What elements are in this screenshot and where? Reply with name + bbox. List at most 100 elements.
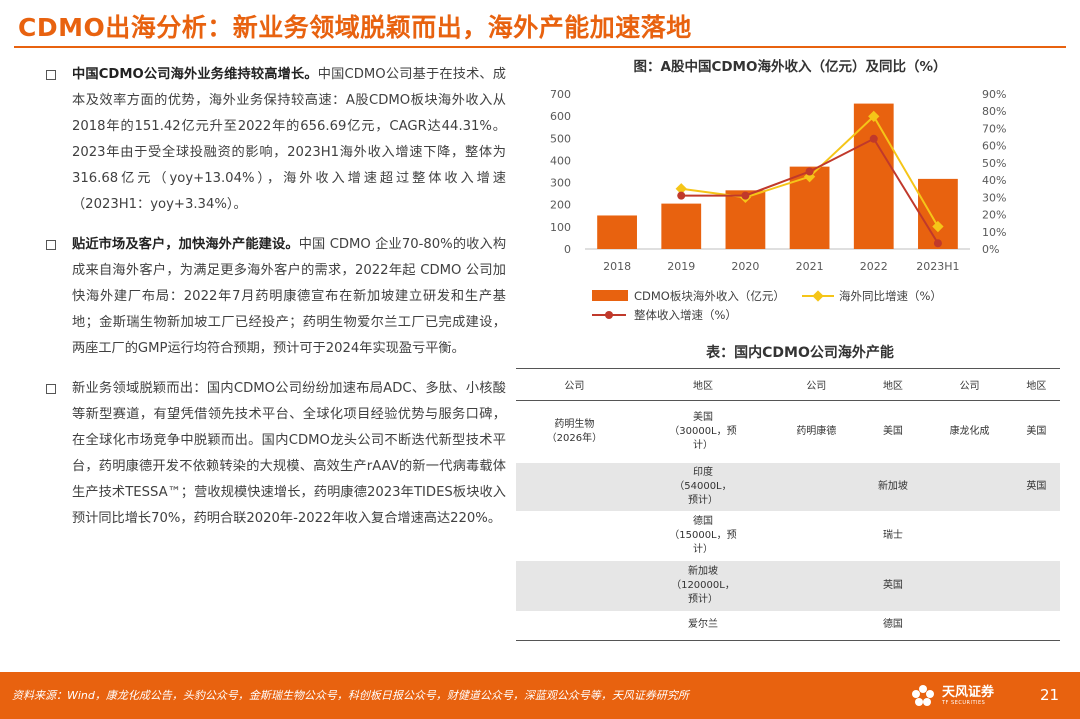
page-number: 21 [1040,686,1060,704]
table-cell: 新加坡 （120000L， 预计） [632,560,774,611]
legend-red-marker [605,311,613,319]
table-cell [773,560,860,611]
title-divider [14,46,1066,48]
logo-text-en: TF SECURITIES [942,700,986,706]
x-tick-label: 2023H1 [916,260,959,273]
column-header: 公司 [516,368,633,401]
table-header-row: 公司 地区 公司 地区 公司 地区 [516,368,1060,401]
bullet-text: 新业务领域脱颖而出：国内CDMO公司纷纷加速布局ADC、多肽、小核酸等新型赛道，… [72,381,506,526]
column-header: 地区 [632,368,774,401]
column-header: 公司 [926,368,1013,401]
table-cell: 瑞士 [882,529,903,541]
square-bullet-icon [46,70,56,80]
page-title: CDMO出海分析：新业务领域脱颖而出，海外产能加速落地 [18,13,692,42]
table-cell [1012,610,1060,641]
column-header: 地区 [1012,368,1060,401]
bullet-item: 中国CDMO公司海外业务维持较高增长。中国CDMO公司基于在技术、成本及效率方面… [40,62,506,218]
point-total-growth [741,191,750,200]
table-cell: 美国 （30000L，预 计） [669,411,737,451]
table-row: 德国 （15000L，预 计） 瑞士 [516,511,1060,561]
y-right-tick-label: 40% [982,174,1006,187]
table-cell: 药明康德 [796,425,837,437]
table-row: 药明生物 （2026年） 美国 （30000L，预 计） 药明康德 美国 康龙化成 美国 [516,401,1060,463]
table-cell: 新加坡 [859,462,927,511]
x-tick-label: 2020 [731,260,759,273]
revenue-growth-chart: 0 100 200 300 400 500 600 700 0% 10% 20% 30% 40% 50% 6… [550,88,1006,322]
legend-label: 海外同比增速（%） [839,289,942,303]
bullet-lead: 贴近市场及客户，加快海外产能建设。 [72,237,299,252]
table-cell [773,462,860,511]
table-cell [926,560,1013,611]
y-right-tick-label: 60% [982,140,1006,153]
bar-overseas-revenue [853,103,894,249]
y-left-tick-label: 0 [564,243,571,256]
table-cell: 康龙化成 [949,425,990,437]
y-right-tick-label: 50% [982,157,1006,170]
table-cell: 英国 [859,560,927,611]
bullet-text: 中国 CDMO 企业70-80%的收入构成来自海外客户，为满足更多海外客户的需求… [72,237,507,356]
bullet-item: 贴近市场及客户，加快海外产能建设。中国 CDMO 企业70-80%的收入构成来自… [40,232,506,362]
table-cell [1012,560,1060,611]
bullet-list: 中国CDMO公司海外业务维持较高增长。中国CDMO公司基于在技术、成本及效率方面… [40,62,506,546]
x-tick-label: 2022 [860,260,888,273]
y-right-tick-label: 10% [982,226,1006,239]
y-right-tick-label: 90% [982,88,1006,101]
point-overseas-growth [868,110,880,123]
y-left-tick-label: 200 [550,199,571,212]
bullet-lead: 中国CDMO公司海外业务维持较高增长。 [72,67,318,82]
flower-logo-icon [912,685,934,706]
bar-overseas-revenue [918,178,958,249]
point-total-growth [933,239,942,248]
bullet-item: 新业务领域脱颖而出：国内CDMO公司纷纷加速布局ADC、多肽、小核酸等新型赛道，… [40,376,506,532]
y-left-tick-label: 700 [550,88,571,101]
table-cell: 美国 [1026,425,1047,437]
x-tick-label: 2018 [603,260,631,273]
table-cell: 爱尔兰 [632,610,774,641]
square-bullet-icon [46,384,56,394]
table-cell: 英国 [1012,462,1060,511]
x-tick-label: 2019 [667,260,695,273]
point-total-growth [677,191,686,200]
point-total-growth [805,167,814,176]
table-cell [773,511,859,561]
square-bullet-icon [46,240,56,250]
table-cell: 印度 （54000L， 预计） [632,462,774,511]
table-cell [516,560,633,611]
table-cell [773,610,860,641]
legend-label: 整体收入增速（%） [634,308,737,322]
table-cell [1013,511,1060,561]
y-right-tick-label: 20% [982,209,1006,222]
table-title: 表：国内CDMO公司海外产能 [706,345,894,361]
company-logo: 天风证券 TF SECURITIES [908,678,994,714]
footer-bar: 资料来源：Wind，康龙化成公告，头豹公众号，金斯瑞生物公众号，科创板日报公众号… [0,672,1080,719]
legend-yellow-marker [812,290,824,302]
source-note: 资料来源：Wind，康龙化成公告，头豹公众号，金斯瑞生物公众号，科创板日报公众号… [12,689,689,702]
chart-title: 图：A股中国CDMO海外收入（亿元）及同比（%） [633,59,947,75]
bullet-text: 中国CDMO公司基于在技术、成本及效率方面的优势，海外业务保持较高速：A股CDM… [72,67,506,212]
point-overseas-growth [675,183,687,195]
y-left-tick-label: 300 [550,177,571,190]
table-cell: 德国 [859,610,927,641]
y-right-tick-label: 30% [982,191,1006,204]
table-cell: 德国 （15000L，预 计） [669,515,737,555]
table-cell: 药明生物 （2026年） [546,418,603,444]
table-cell [926,462,1013,511]
table-cell [516,462,633,511]
point-total-growth [869,134,878,143]
point-overseas-growth [932,220,944,233]
y-left-tick-label: 500 [550,132,571,145]
legend-label: CDMO板块海外收入（亿元） [634,289,785,303]
x-tick-label: 2021 [796,260,824,273]
table-row: 印度 （54000L， 预计） 新加坡 英国 [516,462,1060,511]
legend-bar-swatch [592,290,628,301]
y-right-tick-label: 80% [982,105,1006,118]
table-cell [926,610,1013,641]
column-header: 公司 [773,368,860,401]
logo-text-cn: 天风证券 [942,685,995,700]
table-row: 爱尔兰 德国 [516,610,1060,641]
capacity-table: 公司 地区 公司 地区 公司 地区 药明生物 （2026年） 美国 （30000L… [516,368,1060,641]
y-left-tick-label: 100 [550,221,571,234]
column-header: 地区 [859,368,927,401]
y-left-tick-label: 600 [550,110,571,123]
y-right-tick-label: 0% [982,243,999,256]
